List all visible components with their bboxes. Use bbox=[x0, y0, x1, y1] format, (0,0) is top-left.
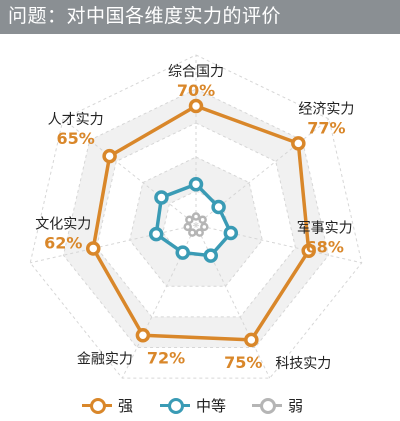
legend-label-medium: 中等 bbox=[196, 397, 227, 415]
axis-label: 金融实力 bbox=[77, 351, 133, 367]
point-weak bbox=[191, 212, 201, 221]
point-medium bbox=[154, 190, 169, 205]
axis-label: 经济实力 bbox=[298, 101, 354, 117]
point-strong bbox=[244, 332, 259, 348]
grid-ring bbox=[129, 156, 263, 287]
data-label: 75% bbox=[224, 353, 262, 372]
point-strong bbox=[301, 243, 316, 258]
axis-label: 人才实力 bbox=[48, 112, 104, 128]
data-label: 65% bbox=[56, 129, 94, 148]
grid-spoke bbox=[195, 224, 271, 379]
legend-marker-medium bbox=[160, 394, 190, 418]
legend-marker-strong bbox=[82, 394, 112, 418]
data-label: 70% bbox=[177, 81, 215, 100]
point-strong bbox=[85, 241, 101, 256]
point-weak bbox=[200, 222, 209, 232]
data-label: 77% bbox=[307, 118, 345, 137]
legend: 强 中等 弱 bbox=[0, 394, 400, 418]
point-medium bbox=[175, 245, 190, 260]
chart-title: 问题：对中国各维度实力的评价 bbox=[8, 5, 282, 27]
header-bar: 问题：对中国各维度实力的评价 bbox=[0, 0, 400, 34]
point-weak bbox=[188, 228, 197, 237]
data-label: 62% bbox=[44, 233, 82, 252]
point-strong bbox=[291, 136, 306, 151]
grid-spoke bbox=[30, 224, 197, 264]
point-weak bbox=[198, 215, 207, 224]
point-strong bbox=[188, 98, 204, 114]
point-medium bbox=[203, 248, 219, 263]
data-label: 72% bbox=[147, 348, 185, 367]
point-strong bbox=[135, 328, 151, 343]
axis-label: 文化实力 bbox=[35, 216, 91, 232]
legend-label-strong: 强 bbox=[118, 397, 134, 415]
point-weak bbox=[183, 222, 192, 232]
legend-marker-weak bbox=[252, 394, 282, 418]
grid-spoke bbox=[195, 118, 330, 226]
point-strong bbox=[102, 148, 117, 164]
grid-spoke bbox=[195, 224, 362, 264]
point-weak bbox=[185, 215, 194, 224]
data-label: 68% bbox=[306, 238, 344, 257]
axis-label: 科技实力 bbox=[275, 356, 331, 372]
point-medium bbox=[211, 199, 226, 215]
grid-ring bbox=[29, 54, 363, 379]
point-medium bbox=[223, 225, 239, 241]
point-medium bbox=[188, 176, 204, 192]
point-medium bbox=[148, 226, 164, 242]
axis-label: 综合国力 bbox=[168, 64, 224, 80]
point-weak bbox=[195, 228, 204, 237]
grid-ring bbox=[96, 122, 296, 318]
grid-spoke bbox=[62, 118, 197, 226]
series-strong bbox=[91, 104, 311, 342]
axis-label: 军事实力 bbox=[297, 221, 353, 237]
grid-spoke bbox=[121, 224, 197, 379]
legend-label-weak: 弱 bbox=[288, 397, 304, 415]
